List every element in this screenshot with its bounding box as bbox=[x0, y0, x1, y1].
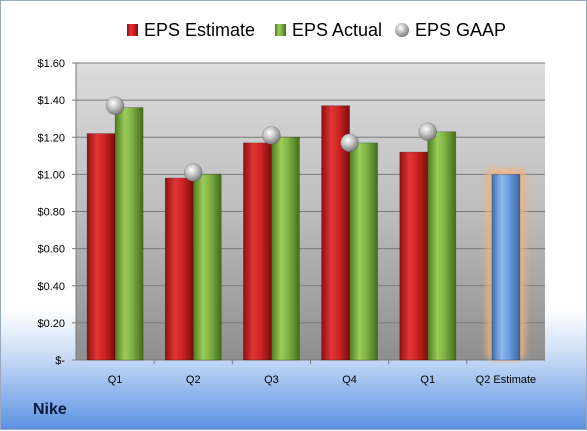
y-tick-label: $0.80 bbox=[37, 207, 65, 219]
bar-eps-estimate bbox=[164, 177, 194, 361]
y-tick-label: $0.20 bbox=[37, 318, 65, 330]
bar-q2-estimate bbox=[491, 173, 521, 361]
y-tick-label: $0.40 bbox=[37, 281, 65, 293]
legend: EPS Estimate EPS Actual EPS GAAP bbox=[127, 20, 506, 40]
eps-gaap-points bbox=[105, 96, 438, 182]
point-eps-gaap bbox=[183, 163, 203, 182]
x-tick-label: Q1 bbox=[108, 374, 123, 386]
bar-eps-estimate bbox=[243, 142, 272, 361]
point-eps-gaap bbox=[340, 133, 359, 153]
bar-eps-actual bbox=[114, 107, 144, 361]
x-tick-label: Q3 bbox=[264, 374, 279, 386]
bar-eps-actual bbox=[192, 173, 222, 361]
x-tick-label: Q1 bbox=[420, 374, 435, 386]
y-tick-label: $1.20 bbox=[37, 132, 65, 144]
x-tick-label: Q2 bbox=[186, 374, 201, 386]
y-tick-label: $0.60 bbox=[37, 244, 65, 256]
legend-swatch-eps-estimate bbox=[127, 24, 138, 36]
x-tick-label: Q2 Estimate bbox=[476, 374, 537, 386]
bars-group bbox=[86, 105, 526, 361]
legend-label-eps-gaap: EPS GAAP bbox=[415, 20, 506, 40]
company-name: Nike bbox=[33, 401, 67, 418]
legend-item-eps-gaap[interactable]: EPS GAAP bbox=[395, 20, 506, 40]
x-tick-label: Q4 bbox=[342, 374, 357, 386]
point-eps-gaap bbox=[105, 96, 125, 115]
y-tick-label: $- bbox=[55, 355, 65, 367]
legend-swatch-eps-gaap bbox=[395, 23, 409, 37]
legend-item-eps-estimate[interactable]: EPS Estimate bbox=[127, 20, 255, 40]
bar-eps-actual bbox=[349, 142, 378, 361]
point-eps-gaap bbox=[262, 126, 281, 145]
x-axis: Q1 Q2 Q3 Q4 Q1 Q2 Estimate bbox=[76, 359, 545, 386]
legend-swatch-eps-actual bbox=[275, 24, 286, 36]
y-tick-label: $1.60 bbox=[37, 58, 65, 70]
legend-label-eps-estimate: EPS Estimate bbox=[144, 20, 255, 40]
legend-item-eps-actual[interactable]: EPS Actual bbox=[275, 20, 382, 40]
point-eps-gaap bbox=[418, 122, 438, 141]
y-axis: $- $0.20 $0.40 $0.60 $0.80 $1.00 $1.20 $1.40 $1.… bbox=[37, 58, 77, 367]
y-tick-label: $1.40 bbox=[37, 95, 65, 107]
bar-eps-actual bbox=[427, 131, 457, 361]
bar-eps-estimate bbox=[86, 133, 116, 361]
legend-label-eps-actual: EPS Actual bbox=[292, 20, 382, 40]
y-tick-label: $1.00 bbox=[37, 169, 65, 181]
bar-eps-estimate bbox=[399, 151, 429, 361]
bar-eps-actual bbox=[271, 136, 300, 361]
